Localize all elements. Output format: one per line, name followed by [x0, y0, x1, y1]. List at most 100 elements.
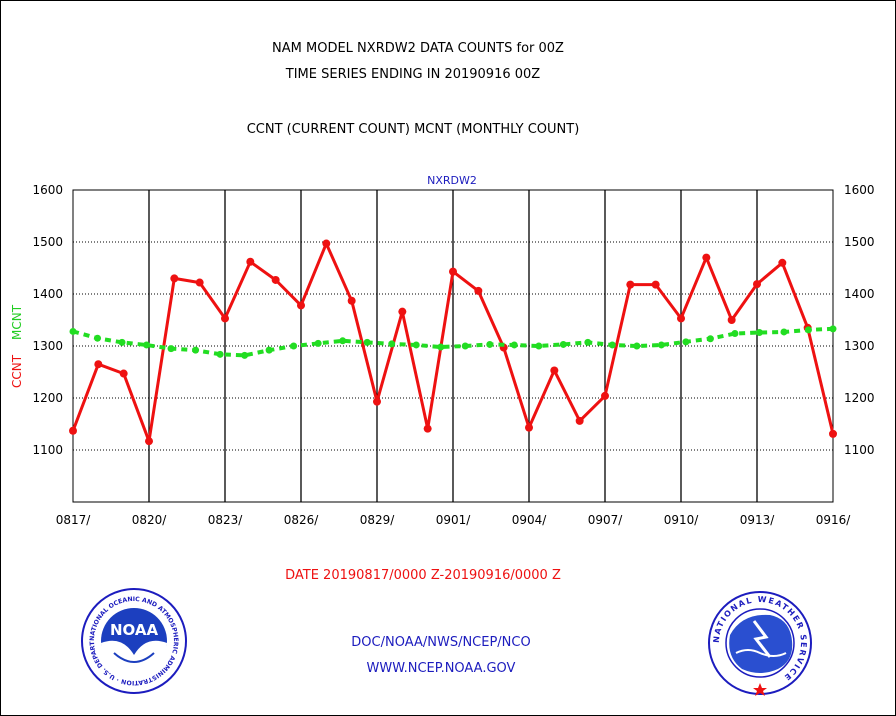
y-tick-label-left: 1200 — [32, 391, 63, 405]
data-point-ccnt — [423, 424, 432, 433]
noaa-logo-text: NOAA — [110, 621, 159, 639]
data-point-ccnt — [753, 280, 761, 289]
x-tick-label: 0823/ — [208, 513, 244, 527]
data-point-ccnt — [702, 253, 711, 262]
chart-title-line-2: TIME SERIES ENDING IN 20190916 00Z — [285, 67, 541, 82]
data-point-ccnt — [651, 280, 660, 289]
data-point-mcnt — [143, 341, 151, 349]
data-point-mcnt — [118, 338, 126, 346]
data-point-mcnt — [216, 350, 224, 358]
data-point-ccnt — [170, 274, 179, 283]
data-point-ccnt — [829, 429, 837, 438]
x-tick-label: 0826/ — [284, 513, 320, 527]
y-tick-label-right: 1100 — [844, 443, 875, 457]
x-tick-label: 0829/ — [360, 513, 396, 527]
data-point-ccnt — [550, 366, 559, 375]
x-tick-label: 0817/ — [56, 513, 92, 527]
data-point-ccnt — [221, 314, 229, 323]
data-point-ccnt — [322, 239, 331, 248]
data-point-mcnt — [657, 341, 665, 349]
y-axis-label-mcnt: MCNT — [10, 304, 24, 340]
data-point-mcnt — [682, 338, 690, 346]
data-point-ccnt — [246, 257, 255, 266]
data-point-ccnt — [69, 426, 77, 435]
data-point-ccnt — [297, 301, 305, 310]
data-point-ccnt — [398, 307, 407, 316]
data-point-ccnt — [575, 416, 584, 425]
noaa-logo: NATIONAL OCEANIC AND ATMOSPHERIC ADMINIS… — [81, 588, 187, 694]
data-point-mcnt — [535, 342, 543, 350]
data-point-mcnt — [290, 342, 298, 350]
data-point-ccnt — [727, 316, 736, 324]
data-point-mcnt — [510, 341, 518, 349]
data-point-ccnt — [94, 360, 103, 369]
data-point-mcnt — [265, 346, 273, 354]
data-point-ccnt — [347, 296, 356, 305]
data-point-mcnt — [241, 351, 249, 359]
y-tick-label-right: 1400 — [844, 287, 875, 301]
data-point-ccnt — [626, 280, 635, 289]
y-tick-label-left: 1400 — [32, 287, 63, 301]
data-point-mcnt — [94, 334, 102, 342]
data-point-mcnt — [69, 327, 77, 335]
x-tick-label: 0910/ — [664, 513, 700, 527]
data-point-ccnt — [195, 278, 204, 287]
data-point-mcnt — [633, 342, 641, 350]
data-point-mcnt — [731, 330, 739, 338]
footer-organization: DOC/NOAA/NWS/NCEP/NCO — [351, 635, 530, 650]
data-point-mcnt — [608, 341, 616, 349]
chart-subtitle: CCNT (CURRENT COUNT) MCNT (MONTHLY COUNT… — [247, 122, 580, 137]
y-tick-label-right: 1500 — [844, 235, 875, 249]
data-point-ccnt — [778, 258, 787, 267]
data-point-ccnt — [373, 397, 381, 406]
data-point-mcnt — [804, 326, 812, 334]
y-axis-label-ccnt: CCNT — [10, 354, 24, 388]
x-tick-label: 0913/ — [740, 513, 776, 527]
x-tick-label: 0904/ — [512, 513, 548, 527]
y-tick-label-left: 1300 — [32, 339, 63, 353]
x-tick-label: 0916/ — [816, 513, 852, 527]
y-tick-label-right: 1200 — [844, 391, 875, 405]
data-point-ccnt — [271, 275, 280, 284]
series — [69, 239, 837, 446]
y-tick-label-left: 1600 — [32, 183, 63, 197]
panel-label: NXRDW2 — [427, 174, 477, 187]
data-point-mcnt — [584, 338, 592, 346]
data-point-mcnt — [780, 328, 788, 336]
y-tick-label-left: 1100 — [32, 443, 63, 457]
data-point-ccnt — [525, 423, 533, 432]
plot-area-border — [72, 189, 834, 503]
data-point-mcnt — [192, 346, 200, 354]
x-tick-label: 0907/ — [588, 513, 624, 527]
data-point-mcnt — [412, 341, 420, 349]
data-point-mcnt — [314, 339, 322, 347]
grid — [73, 190, 833, 502]
data-point-mcnt — [829, 325, 837, 333]
date-range-label: DATE 20190817/0000 Z-20190916/0000 Z — [285, 568, 561, 583]
data-point-mcnt — [167, 345, 175, 353]
data-point-ccnt — [474, 286, 483, 295]
x-tick-label: 0820/ — [132, 513, 168, 527]
data-point-mcnt — [755, 328, 763, 336]
data-point-mcnt — [437, 343, 445, 351]
footer-url: WWW.NCEP.NOAA.GOV — [367, 661, 516, 676]
x-tick-label: 0901/ — [436, 513, 472, 527]
chart-title-line-1: NAM MODEL NXRDW2 DATA COUNTS for 00Z — [272, 41, 564, 56]
data-point-ccnt — [145, 437, 153, 446]
data-point-ccnt — [677, 314, 685, 323]
data-point-mcnt — [388, 340, 396, 348]
axis-tick-labels: 1100 1100 1200 1200 1300 1300 1400 1400 1500 1500… — [32, 183, 874, 527]
data-point-mcnt — [706, 335, 714, 343]
data-point-ccnt — [449, 267, 457, 276]
data-point-mcnt — [339, 337, 347, 345]
data-point-mcnt — [461, 342, 469, 350]
data-point-mcnt — [486, 340, 494, 348]
nws-logo: NATIONAL WEATHER SERVICE — [708, 591, 812, 696]
data-point-mcnt — [363, 338, 371, 346]
data-point-ccnt — [601, 391, 609, 400]
data-point-ccnt — [119, 369, 128, 378]
y-tick-label-left: 1500 — [32, 235, 63, 249]
y-tick-label-right: 1600 — [844, 183, 875, 197]
y-tick-label-right: 1300 — [844, 339, 875, 353]
